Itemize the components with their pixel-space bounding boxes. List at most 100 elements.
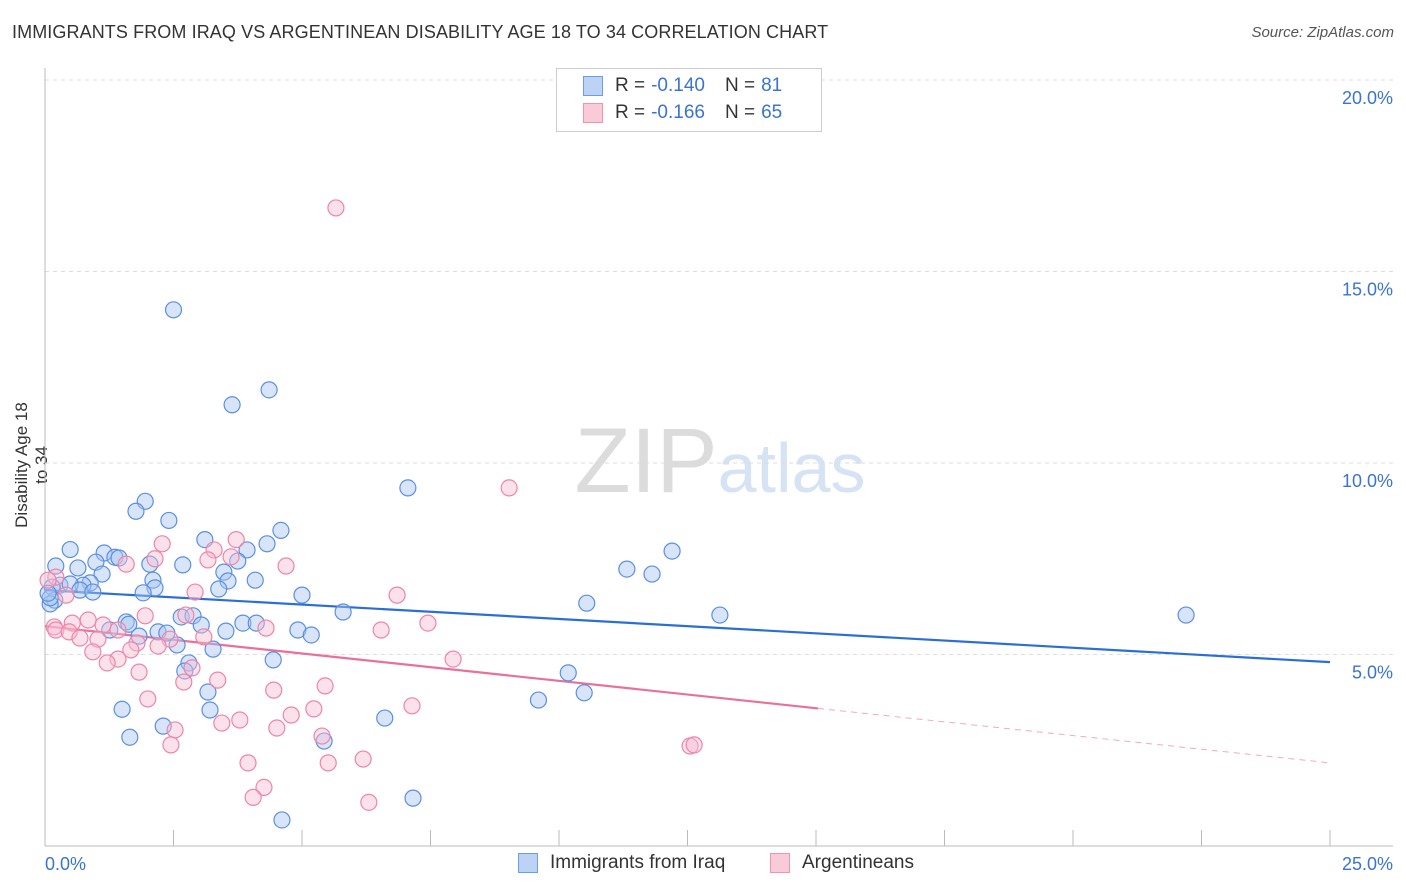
point-argentineans	[117, 555, 135, 573]
point-iraq	[618, 560, 636, 578]
point-argentineans	[199, 551, 217, 569]
trend-line-extension	[818, 707, 1331, 764]
point-iraq	[217, 622, 235, 640]
point-argentineans	[213, 714, 231, 732]
point-iraq	[61, 575, 79, 593]
trend-line	[44, 589, 1331, 664]
point-argentineans	[122, 641, 140, 659]
point-iraq	[376, 709, 394, 727]
point-iraq	[663, 542, 681, 560]
trend-line	[44, 625, 819, 710]
point-iraq	[404, 789, 422, 807]
point-argentineans	[316, 677, 334, 695]
point-iraq	[246, 571, 264, 589]
bottom-legend-argentineans: Argentineans	[770, 852, 914, 874]
point-argentineans	[139, 690, 157, 708]
point-iraq	[69, 559, 87, 577]
point-argentineans	[388, 586, 406, 604]
point-iraq	[258, 535, 276, 553]
point-iraq	[334, 603, 352, 621]
point-iraq	[272, 521, 290, 540]
n-label: N =	[724, 75, 756, 96]
n-label: N =	[724, 102, 756, 123]
point-iraq	[130, 627, 148, 645]
bottom-legend-iraq: Immigrants from Iraq	[518, 852, 725, 874]
point-argentineans	[130, 663, 148, 681]
point-argentineans	[195, 628, 213, 646]
point-iraq	[84, 583, 102, 601]
point-iraq	[264, 651, 282, 669]
point-argentineans	[222, 548, 240, 566]
point-argentineans	[166, 721, 184, 739]
point-argentineans	[305, 700, 323, 718]
point-iraq	[134, 584, 152, 602]
point-argentineans	[372, 621, 390, 639]
point-argentineans	[282, 706, 300, 724]
point-argentineans	[109, 650, 127, 668]
point-argentineans	[79, 611, 97, 629]
source-label: Source: ZipAtlas.com	[1251, 24, 1394, 41]
point-iraq	[1177, 606, 1195, 624]
point-argentineans	[57, 586, 75, 604]
legend-row-iraq: R = -0.140 N = 81	[583, 75, 802, 97]
point-iraq	[61, 540, 79, 559]
n-value: 81	[761, 75, 783, 96]
point-argentineans	[205, 541, 223, 559]
point-argentineans	[175, 673, 193, 691]
legend-row-argentineans: R = -0.166 N = 65	[583, 102, 802, 124]
point-iraq	[293, 586, 311, 604]
point-iraq	[234, 614, 252, 632]
r-label: R =	[615, 102, 646, 123]
point-argentineans	[177, 606, 195, 624]
point-argentineans	[268, 719, 286, 737]
point-iraq	[41, 595, 59, 613]
point-argentineans	[685, 736, 703, 754]
y-tick-label: 15.0%	[1342, 280, 1393, 300]
point-argentineans	[239, 754, 257, 772]
point-iraq	[180, 654, 198, 672]
point-iraq	[247, 614, 265, 632]
legend-box: R = -0.140 N = 81 R = -0.166 N = 65	[556, 68, 822, 132]
point-argentineans	[89, 630, 107, 648]
point-argentineans	[500, 479, 518, 497]
point-iraq	[223, 396, 241, 414]
point-iraq	[559, 664, 577, 682]
point-iraq	[120, 615, 138, 633]
point-iraq	[575, 684, 593, 702]
point-iraq	[711, 606, 729, 624]
point-iraq	[289, 621, 307, 639]
point-argentineans	[39, 571, 57, 589]
point-argentineans	[128, 634, 146, 652]
point-argentineans	[84, 643, 102, 661]
point-iraq	[215, 563, 233, 581]
series-name: Immigrants from Iraq	[550, 852, 726, 873]
point-iraq	[174, 556, 192, 574]
x-tick-label: 25.0%	[1342, 854, 1393, 874]
legend-swatch-pink	[770, 853, 790, 873]
r-value: -0.140	[651, 75, 705, 96]
y-tick-label: 5.0%	[1352, 663, 1393, 683]
n-value: 65	[761, 102, 783, 123]
point-iraq	[302, 626, 320, 644]
point-iraq	[127, 502, 145, 520]
r-value: -0.166	[651, 102, 705, 123]
point-iraq	[529, 691, 548, 709]
point-iraq	[273, 811, 291, 829]
point-argentineans	[227, 530, 245, 549]
point-argentineans	[136, 607, 154, 625]
legend-swatch-blue	[583, 76, 603, 96]
point-argentineans	[146, 550, 164, 568]
point-argentineans	[149, 637, 167, 655]
point-iraq	[160, 511, 178, 530]
chart-title: IMMIGRANTS FROM IRAQ VS ARGENTINEAN DISA…	[12, 22, 829, 42]
point-argentineans	[255, 778, 273, 797]
point-argentineans	[257, 619, 275, 637]
point-argentineans	[360, 793, 378, 811]
watermark: ZIPatlas	[575, 410, 866, 512]
point-iraq	[121, 728, 139, 746]
point-iraq	[643, 565, 661, 583]
point-argentineans	[277, 557, 295, 575]
legend-swatch-pink	[583, 103, 603, 123]
